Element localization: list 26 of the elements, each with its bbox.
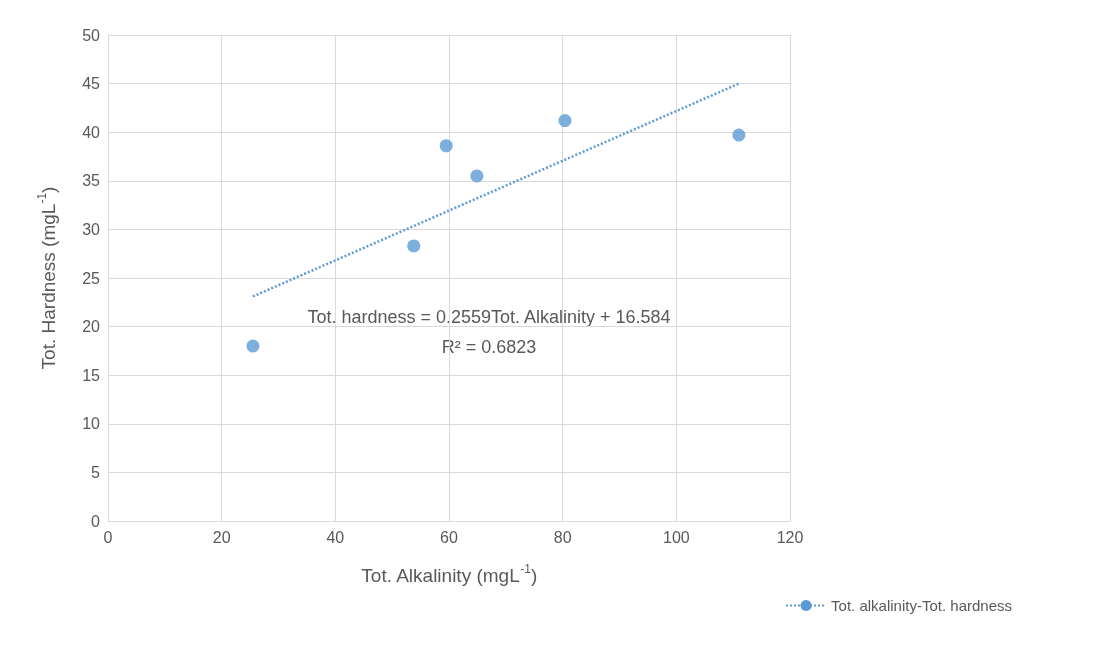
x-tick-label: 80	[553, 528, 572, 546]
y-tick-label: 20	[82, 318, 101, 336]
y-tick-label: 35	[82, 172, 101, 190]
x-tick-label: 20	[212, 528, 231, 546]
x-tick-label: 100	[662, 528, 690, 546]
x-tick-label: 60	[440, 528, 458, 546]
x-tick-label: 120	[776, 528, 804, 546]
point	[246, 339, 260, 353]
y-tick-label: 15	[82, 366, 101, 384]
point	[407, 239, 421, 253]
x-tick-label: 40	[326, 528, 345, 546]
y-tick-label: 5	[91, 463, 101, 481]
y-tick-label: 40	[82, 123, 101, 141]
y-tick-label: 10	[82, 415, 101, 433]
y-tick-label: 45	[82, 75, 101, 93]
point	[439, 139, 453, 153]
y-tick-label: 25	[82, 269, 101, 287]
legend-label: Tot. alkalinity-Tot. hardness	[831, 597, 1013, 614]
annotation: Tot. hardness = 0.2559Tot. Alkalinity + 16.584	[307, 307, 671, 327]
point	[732, 128, 746, 142]
y-tick-label: 0	[91, 512, 101, 530]
point	[470, 169, 484, 183]
x-tick-label: 0	[103, 528, 113, 546]
point	[558, 114, 572, 128]
y-tick-label: 30	[82, 220, 101, 238]
y-tick-label: 50	[82, 26, 101, 44]
